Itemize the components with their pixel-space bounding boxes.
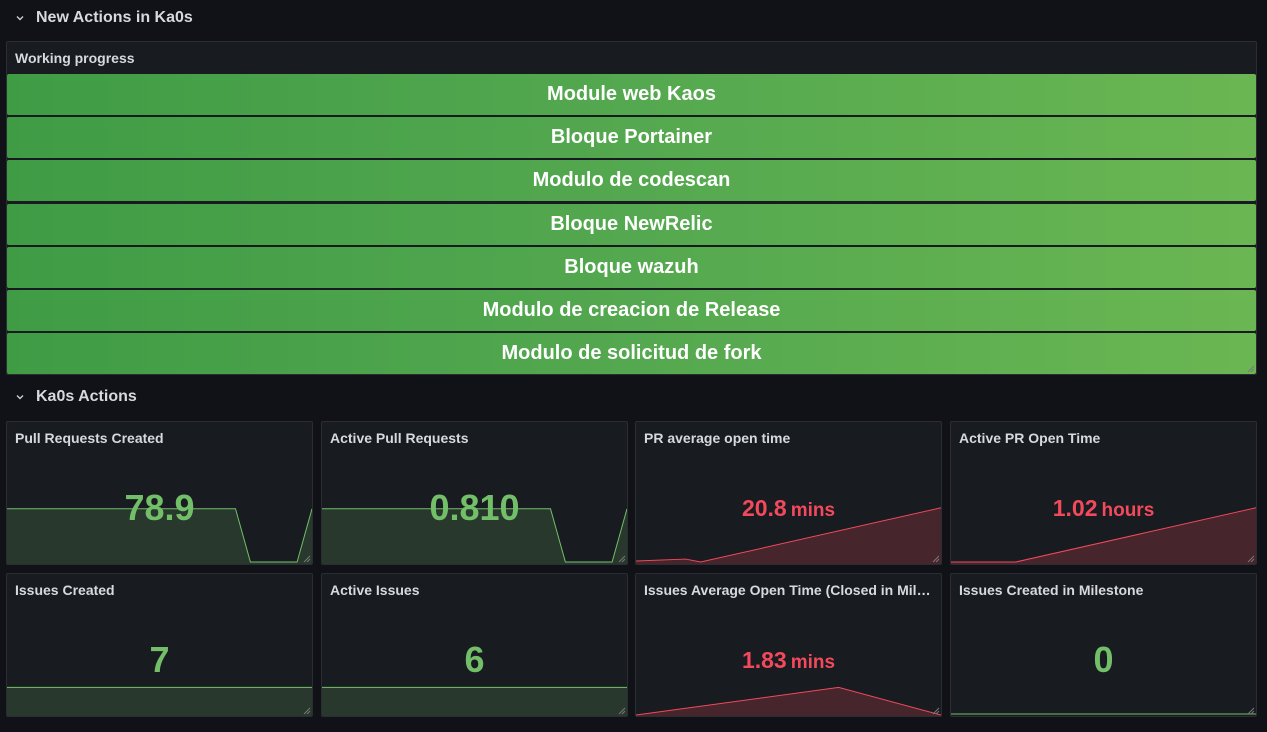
- status-list: Module web Kaos Bloque Portainer Modulo …: [7, 74, 1256, 374]
- resize-handle-icon[interactable]: [301, 705, 311, 715]
- row-header-ka0s-actions[interactable]: Ka0s Actions: [0, 379, 137, 415]
- stat-panel-active-pr-open-time[interactable]: Active PR Open Time 1.02 hours: [950, 421, 1257, 565]
- resize-handle-icon[interactable]: [1245, 553, 1255, 563]
- stat-value: 7: [149, 639, 170, 680]
- stat-value: 0.810: [429, 487, 520, 528]
- stat-panel-active-pull-requests[interactable]: Active Pull Requests 0.810: [321, 421, 628, 565]
- status-item[interactable]: Modulo de creacion de Release: [7, 289, 1256, 331]
- stat-value: 20.8 mins: [741, 495, 836, 521]
- resize-handle-icon[interactable]: [1245, 705, 1255, 715]
- stat-panel-active-issues[interactable]: Active Issues 6: [321, 573, 628, 717]
- sparkline: [951, 507, 1256, 564]
- stat-value: 1.02 hours: [1052, 495, 1155, 521]
- stat-panel-pull-requests-created[interactable]: Pull Requests Created 78.9: [6, 421, 313, 565]
- resize-handle-icon[interactable]: [1245, 363, 1255, 373]
- stat-panel-issues-created-in-milestone[interactable]: Issues Created in Milestone 0: [950, 573, 1257, 717]
- sparkline: [636, 507, 941, 564]
- sparkline: [7, 686, 312, 716]
- sparkline: [322, 686, 627, 716]
- stat-panel-issues-created[interactable]: Issues Created 7: [6, 573, 313, 717]
- status-item[interactable]: Bloque NewRelic: [7, 203, 1256, 245]
- stat-panel-issues-average-open-time[interactable]: Issues Average Open Time (Closed in Mile…: [635, 573, 942, 717]
- resize-handle-icon[interactable]: [930, 705, 940, 715]
- status-item[interactable]: Module web Kaos: [7, 74, 1256, 115]
- panel-title: Working progress: [15, 50, 135, 66]
- status-item[interactable]: Modulo de solicitud de fork: [7, 333, 1256, 374]
- row-header-new-actions[interactable]: New Actions in Ka0s: [0, 0, 193, 36]
- stat-value: 0: [1093, 639, 1114, 680]
- status-item[interactable]: Bloque wazuh: [7, 246, 1256, 288]
- resize-handle-icon[interactable]: [301, 553, 311, 563]
- row-title: Ka0s Actions: [36, 388, 137, 405]
- sparkline: [7, 508, 312, 564]
- resize-handle-icon[interactable]: [930, 553, 940, 563]
- stat-value: 1.83 mins: [741, 647, 836, 673]
- resize-handle-icon[interactable]: [616, 553, 626, 563]
- status-item[interactable]: Modulo de codescan: [7, 160, 1256, 202]
- stat-panel-pr-average-open-time[interactable]: PR average open time 20.8 mins: [635, 421, 942, 565]
- status-item[interactable]: Bloque Portainer: [7, 117, 1256, 159]
- sparkline: [322, 508, 627, 564]
- chevron-down-icon: [13, 392, 27, 402]
- stat-value: 78.9: [124, 487, 195, 528]
- sparkline: [951, 713, 1256, 715]
- chevron-down-icon: [13, 13, 27, 23]
- row-title: New Actions in Ka0s: [36, 9, 193, 26]
- sparkline: [636, 686, 941, 716]
- working-progress-panel[interactable]: Working progress Module web Kaos Bloque …: [6, 41, 1257, 375]
- resize-handle-icon[interactable]: [616, 705, 626, 715]
- stat-value: 6: [464, 639, 485, 680]
